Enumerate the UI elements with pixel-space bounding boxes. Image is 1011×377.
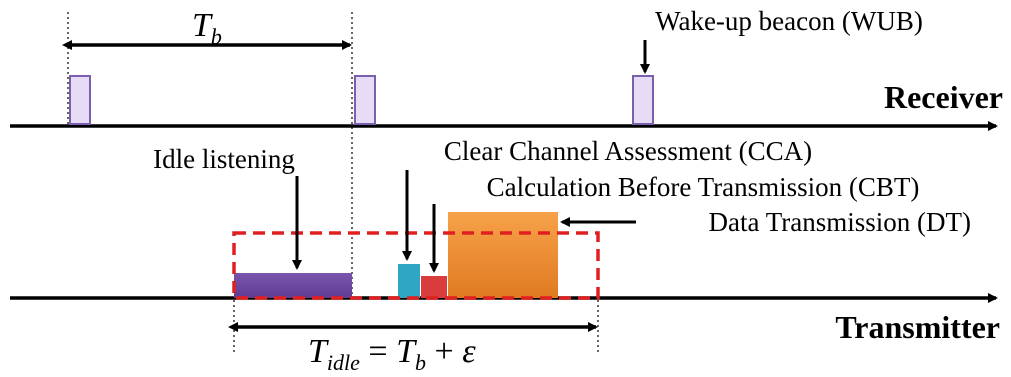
cbt-block	[421, 276, 447, 298]
tidle-plus: +	[426, 333, 462, 370]
cca-label: Clear Channel Assessment (CCA)	[444, 136, 812, 166]
wub-label: Wake-up beacon (WUB)	[655, 6, 923, 36]
tb-label: Tb	[192, 7, 222, 49]
tidle-tb-sub: b	[415, 350, 426, 375]
idle-listening-block	[234, 273, 352, 298]
receiver-label: Receiver	[884, 79, 1003, 115]
epsilon: ε	[462, 333, 476, 370]
tidle-main: T	[308, 333, 329, 370]
tb-label-sub: b	[211, 24, 222, 49]
tidle-tb-main: T	[396, 333, 417, 370]
dt-block	[448, 212, 558, 298]
wake-up-beacon	[632, 75, 654, 125]
tb-label-main: T	[192, 7, 213, 44]
cca-block	[398, 264, 420, 298]
idle-listening-label: Idle listening	[153, 144, 295, 174]
tidle-sub: idle	[327, 350, 360, 375]
tidle-equation: Tidle = Tb + ε	[308, 333, 476, 375]
dt-label: Data Transmission (DT)	[709, 207, 972, 237]
transmitter-label: Transmitter	[835, 309, 1000, 345]
wake-up-beacon	[69, 75, 91, 125]
active-period-box	[232, 231, 600, 300]
wake-up-beacon	[354, 75, 376, 125]
tidle-equals: =	[360, 333, 396, 370]
cbt-label: Calculation Before Transmission (CBT)	[487, 172, 920, 202]
